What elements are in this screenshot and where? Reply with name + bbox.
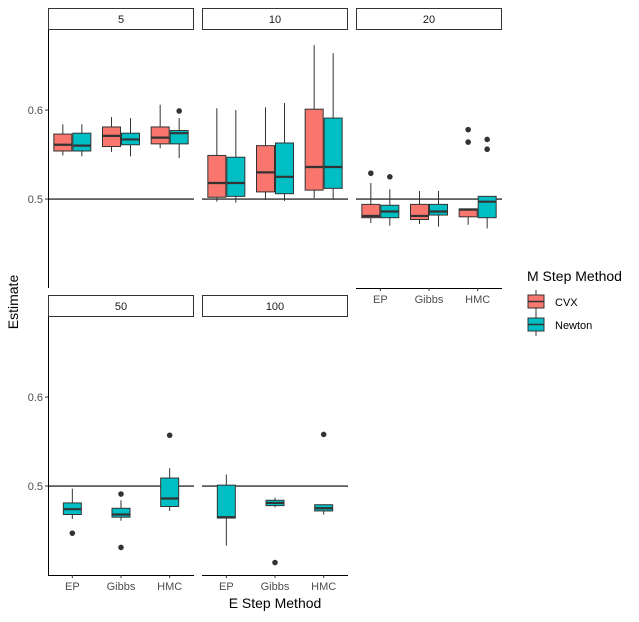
outlier-point [320, 431, 327, 438]
legend-label: Newton [555, 320, 592, 332]
facet-strip-label: 50 [115, 301, 127, 313]
x-tick-label: Gibbs [107, 581, 136, 593]
box-gibbs-newton [429, 191, 448, 227]
box-ep-cvx [207, 108, 227, 202]
x-tick-label: EP [219, 581, 234, 593]
facet-strip-label: 5 [118, 14, 124, 26]
box-gibbs-cvx [102, 117, 121, 152]
y-tick-label: 0.6 [28, 392, 43, 404]
outlier-point [484, 136, 490, 143]
box-gibbs-newton [275, 102, 294, 201]
legend-label: CVX [555, 297, 578, 309]
x-tick-label: HMC [157, 581, 182, 593]
x-tick-label: Gibbs [261, 581, 290, 593]
x-tick-label: Gibbs [415, 294, 444, 306]
box-hmc-newton [160, 432, 180, 511]
box-iqr [323, 117, 343, 189]
box-iqr [150, 126, 170, 145]
box-iqr [275, 142, 294, 195]
box-iqr [410, 203, 429, 220]
outlier-point [69, 530, 76, 536]
outlier-point [465, 126, 471, 133]
facet-strip [202, 295, 348, 317]
box-ep-newton [380, 173, 400, 226]
box-ep-newton [72, 124, 92, 157]
box-hmc-newton [323, 53, 343, 200]
box-gibbs-cvx [410, 191, 429, 224]
facet-panel-100: 100 EP Gibbs HMC [202, 295, 348, 593]
box-gibbs-newton [111, 491, 131, 551]
facet-strip [48, 295, 194, 317]
facet-panel-50: 50 0.5 0.6 EP Gibbs HMC [28, 295, 194, 593]
facet-panel-20: 20 EP Gibbs HMC [356, 8, 502, 306]
y-tick-label: 0.6 [28, 105, 43, 117]
box-ep-newton [62, 488, 82, 536]
outlier-point [118, 491, 124, 497]
y-axis-title: Estimate [5, 275, 21, 330]
outlier-point [368, 170, 374, 177]
box-hmc-cvx [304, 45, 324, 199]
outlier-point [118, 544, 124, 551]
box-ep-cvx [361, 170, 381, 224]
box-iqr [256, 145, 275, 193]
box-iqr [111, 507, 131, 518]
outlier-point [272, 559, 278, 566]
x-tick-label: EP [373, 294, 388, 306]
box-ep-newton [226, 110, 246, 203]
box-hmc-newton [477, 136, 497, 229]
box-iqr [72, 132, 92, 152]
facet-strip-label: 10 [269, 14, 281, 26]
facet-strip-label: 100 [266, 301, 284, 313]
box-iqr [477, 195, 497, 219]
box-hmc-cvx [150, 104, 170, 149]
box-iqr [429, 203, 448, 216]
facet-strip [356, 8, 502, 30]
facet-panel-5: 5 0.5 0.6 [28, 8, 194, 288]
x-tick-label: HMC [311, 581, 336, 593]
legend: M Step Method CVX Newton [527, 268, 622, 336]
box-gibbs-cvx [256, 107, 275, 200]
box-iqr [53, 133, 73, 152]
box-iqr [216, 484, 236, 519]
outlier-point [176, 108, 182, 114]
x-axis-title: E Step Method [229, 595, 322, 611]
legend-key-newton: Newton [527, 313, 592, 336]
box-hmc-newton [314, 431, 334, 515]
x-tick-label: EP [65, 581, 80, 593]
box-gibbs-newton [121, 118, 140, 157]
box-ep-cvx [53, 124, 73, 156]
facet-strip [202, 8, 348, 30]
facet-panel-10: 10 [202, 8, 348, 203]
x-tick-label: HMC [465, 294, 490, 306]
box-iqr [207, 154, 227, 198]
facet-strip-label: 20 [423, 14, 435, 26]
outlier-point [484, 146, 490, 153]
y-tick-label: 0.5 [28, 481, 43, 493]
outlier-point [166, 432, 173, 439]
box-iqr [361, 203, 381, 219]
box-hmc-cvx [458, 126, 478, 225]
box-iqr [304, 108, 324, 191]
legend-key-cvx: CVX [527, 290, 578, 313]
outlier-point [465, 139, 471, 145]
box-hmc-newton [169, 108, 189, 159]
outlier-point [387, 173, 393, 180]
box-gibbs-newton [265, 497, 285, 566]
facet-strip [48, 8, 194, 30]
y-tick-label: 0.5 [28, 194, 43, 206]
box-iqr [160, 477, 180, 507]
box-iqr [226, 156, 246, 197]
legend-title: M Step Method [527, 268, 622, 284]
box-ep-newton [216, 474, 236, 546]
